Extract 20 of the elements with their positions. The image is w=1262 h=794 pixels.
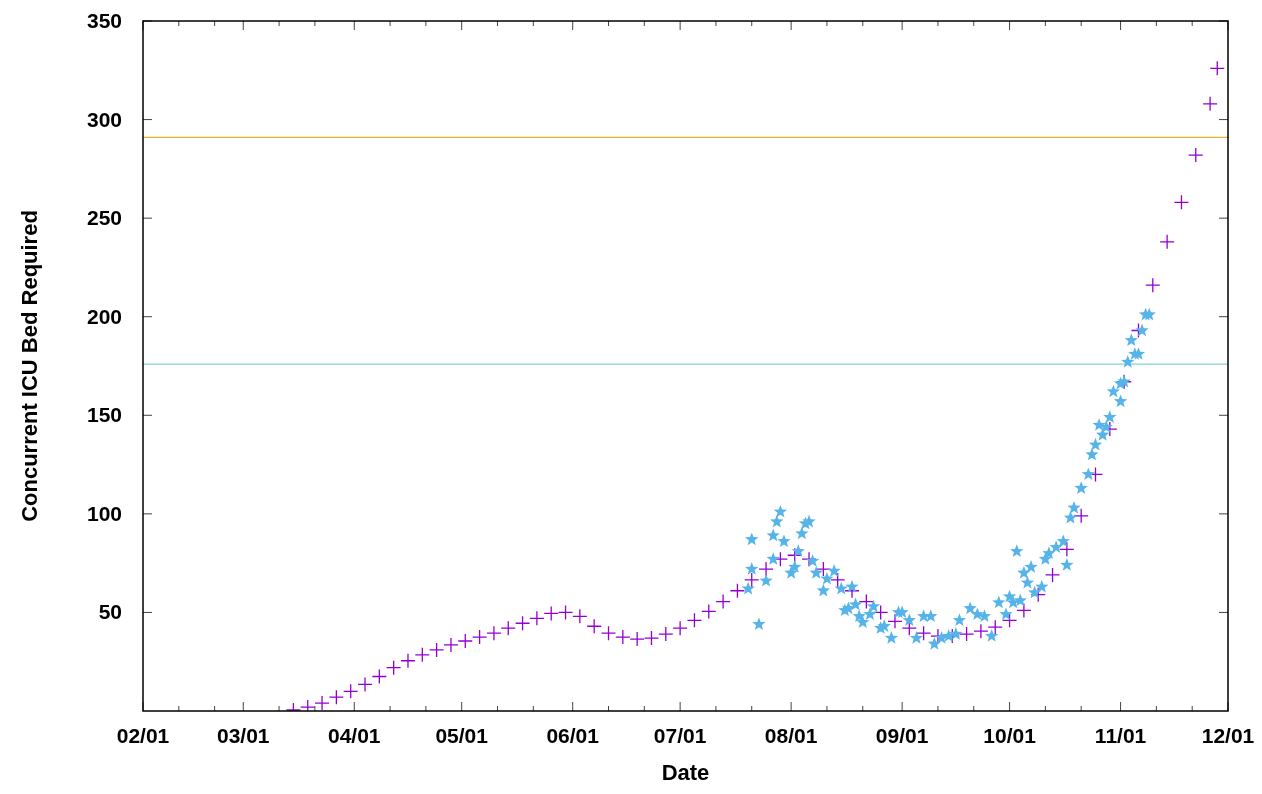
x-tick-label: 09/01 bbox=[875, 724, 929, 747]
y-axis-title: Concurrent ICU Bed Required bbox=[17, 210, 42, 522]
x-tick-label: 07/01 bbox=[653, 724, 707, 747]
x-tick-label: 11/01 bbox=[1094, 724, 1147, 747]
y-tick-label: 150 bbox=[86, 403, 122, 427]
y-tick-label: 250 bbox=[86, 206, 122, 230]
x-tick-label: 06/01 bbox=[546, 724, 600, 747]
x-tick-label: 10/01 bbox=[983, 724, 1037, 747]
y-tick-label: 100 bbox=[86, 501, 122, 525]
x-tick-label: 04/01 bbox=[327, 724, 381, 747]
x-tick-label: 02/01 bbox=[116, 724, 170, 747]
y-tick-label: 300 bbox=[86, 107, 122, 131]
y-tick-label: 350 bbox=[86, 9, 122, 32]
y-tick-label: 50 bbox=[98, 600, 122, 624]
x-tick-label: 08/01 bbox=[764, 724, 818, 747]
x-tick-label: 03/01 bbox=[216, 724, 270, 747]
y-tick-label: 200 bbox=[86, 304, 122, 328]
x-tick-label: 05/01 bbox=[435, 724, 489, 747]
x-axis-title: Date bbox=[661, 760, 710, 785]
x-tick-label: 12/01 bbox=[1201, 724, 1255, 747]
